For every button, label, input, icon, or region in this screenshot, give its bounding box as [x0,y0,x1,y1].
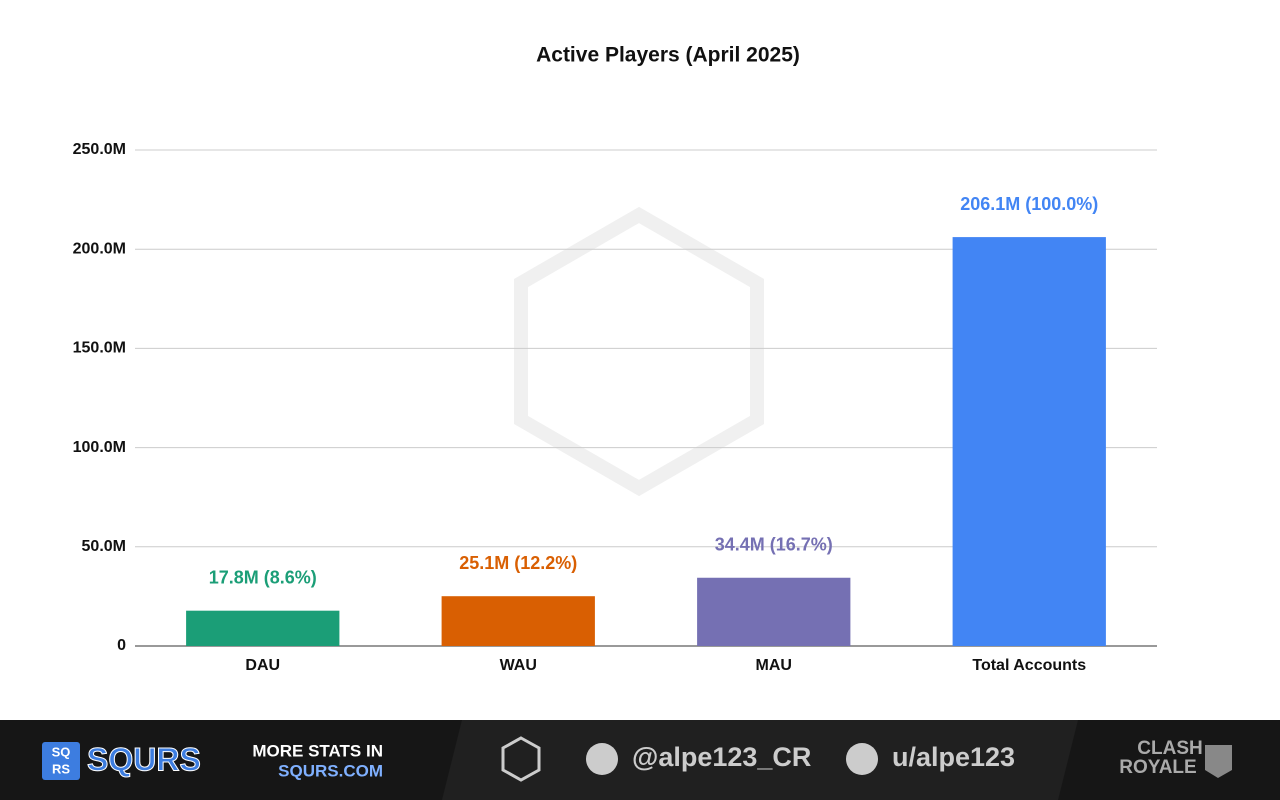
y-tick-label: 50.0M [82,538,126,555]
data-label: 17.8M (8.6%) [209,567,317,587]
brand: SQURS [87,741,201,777]
bar [186,610,340,646]
plot: 0 50.0M 100.0M 150.0M 200.0M 250.0M DAU 17.8M (… [73,141,1157,674]
y-tick-label: 250.0M [73,141,126,158]
reddit-handle[interactable]: u/alpe123 [892,742,1015,772]
data-label: 34.4M (16.7%) [715,535,833,555]
alpe-logo [501,736,541,782]
y-tick-label: 150.0M [73,340,126,357]
data-label: 206.1M (100.0%) [960,194,1098,214]
logo-text: SQ [52,744,71,759]
y-tick-label: 200.0M [73,240,126,257]
logo-box [42,742,80,780]
twitter-icon [586,743,618,775]
y-tick-label: 0 [117,637,126,654]
twitter-handle[interactable]: @alpe123_CR [632,742,811,772]
x-tick-label: WAU [500,657,537,674]
bar [441,596,595,646]
footer: SQ RS SQURS MORE STATS IN SQURS.COM @alp… [0,720,1280,800]
bar [952,237,1106,646]
y-tick-label: 100.0M [73,439,126,456]
game-logo: CLASH [1137,738,1202,759]
data-label: 25.1M (12.2%) [459,553,577,573]
reddit-icon [846,743,878,775]
x-tick-label: DAU [245,657,280,674]
promo: MORE STATS IN [252,741,383,760]
promo-link[interactable]: SQURS.COM [278,761,383,780]
game-shield [1205,745,1232,778]
x-tick-label: MAU [756,657,792,674]
game-logo: ROYALE [1119,757,1196,778]
logo-text: RS [52,761,70,776]
chart-title: Active Players (April 2025) [536,44,800,67]
x-tick-label: Total Accounts [972,657,1086,674]
bar [697,577,851,646]
footer-panel [442,720,1078,800]
